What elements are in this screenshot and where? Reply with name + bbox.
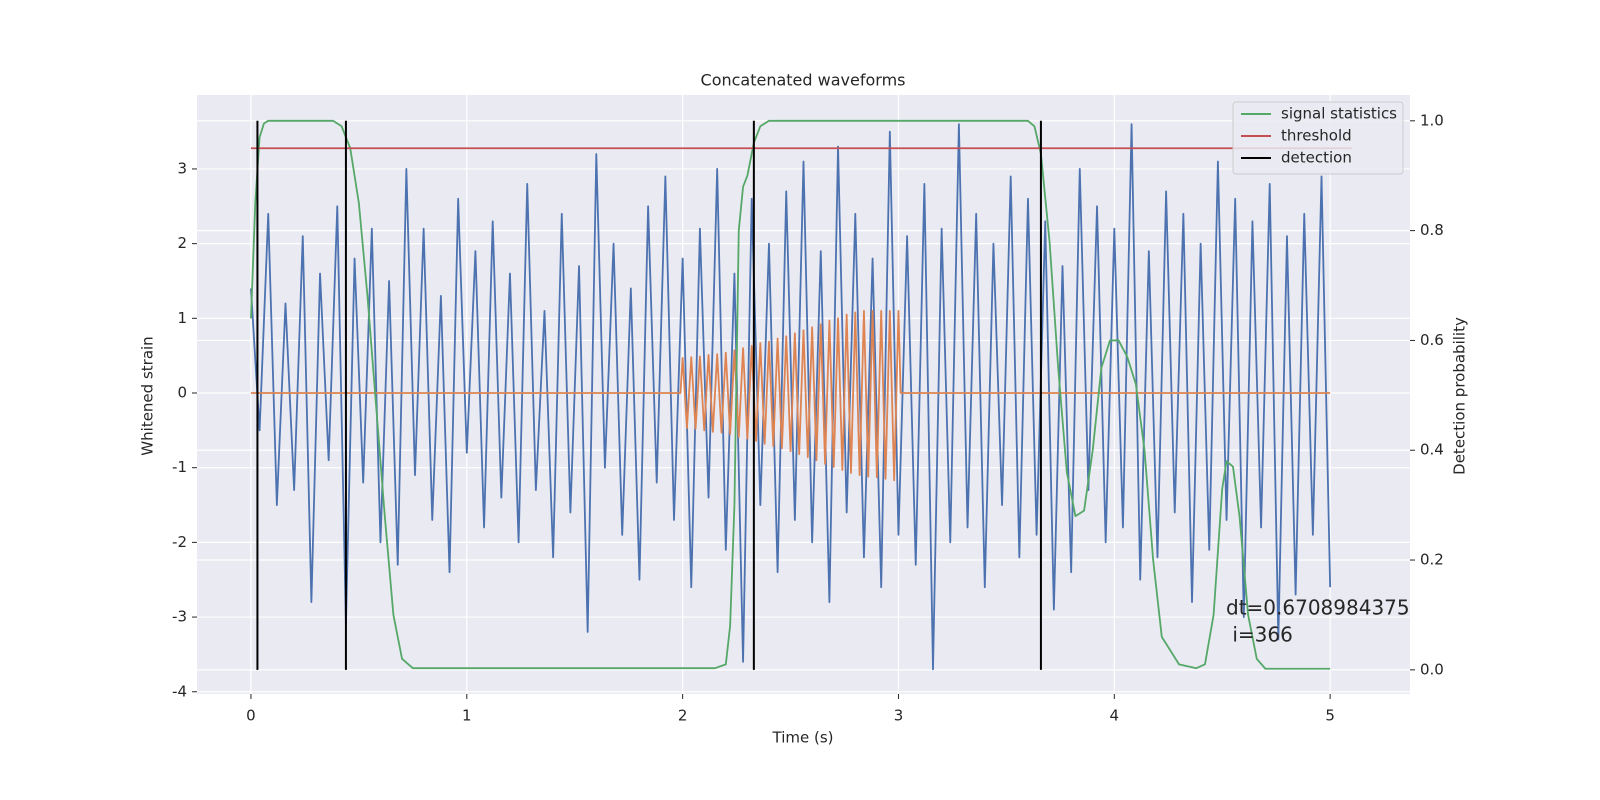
- legend-label: detection: [1281, 149, 1352, 167]
- y-tick-label: 1: [177, 309, 187, 327]
- series-line: [250, 123, 1332, 671]
- y2-tick-label: 0.8: [1420, 221, 1444, 239]
- marks: dt=0.6708984375 i=366: [250, 119, 1410, 671]
- annotation: dt=0.6708984375: [1226, 596, 1410, 620]
- series-line: [250, 309, 1331, 482]
- legend: signal statistics threshold detection: [1232, 101, 1404, 175]
- y-tick-label: -3: [172, 608, 187, 626]
- y2-tick-label: 1.0: [1420, 111, 1444, 129]
- y2-tick-label: 0.4: [1420, 441, 1444, 459]
- y-tick-label: -2: [172, 533, 187, 551]
- y-tick-label: -1: [172, 458, 187, 476]
- x-tick-label: 3: [894, 707, 904, 725]
- series-line: [250, 119, 1331, 670]
- y-tick-label: 3: [177, 159, 187, 177]
- x-tick-label: 0: [246, 707, 256, 725]
- x-tick-label: 4: [1110, 707, 1120, 725]
- y2-tick-label: 0.6: [1420, 331, 1444, 349]
- legend-box: [1232, 101, 1404, 175]
- chart-title: Concatenated waveforms: [701, 71, 906, 90]
- x-tick-label: 5: [1325, 707, 1335, 725]
- y-axis-label: Whitened strain: [139, 336, 157, 455]
- y-tick-label: 2: [177, 234, 187, 252]
- y2-tick-label: 0.2: [1420, 551, 1444, 569]
- y2-tick-label: 0.0: [1420, 660, 1444, 678]
- legend-label: threshold: [1281, 127, 1352, 145]
- x-axis-label: Time (s): [772, 729, 834, 747]
- x-tick-label: 1: [462, 707, 472, 725]
- annotation: i=366: [1226, 623, 1293, 647]
- y-tick-label: -4: [172, 682, 187, 700]
- legend-label: signal statistics: [1281, 105, 1397, 123]
- x-tick-label: 2: [678, 707, 688, 725]
- y2-axis-label: Detection probability: [1451, 317, 1469, 475]
- y-tick-label: 0: [177, 384, 187, 402]
